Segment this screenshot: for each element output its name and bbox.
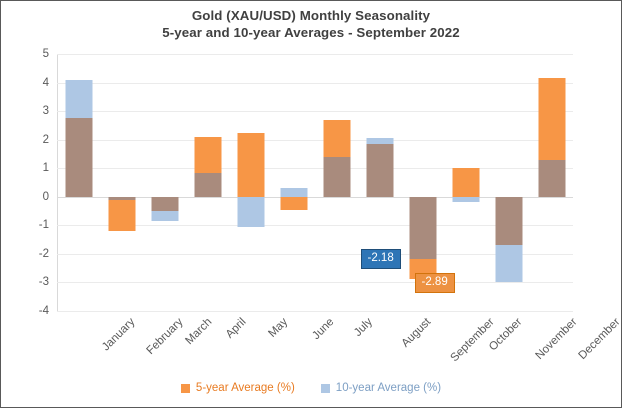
bar-slot-november[interactable] xyxy=(487,54,530,311)
bar-slot-june[interactable] xyxy=(272,54,315,311)
x-tick-may: May xyxy=(266,316,291,340)
chart-title: Gold (XAU/USD) Monthly Seasonality 5-yea… xyxy=(1,7,621,41)
bar-slot-january[interactable] xyxy=(57,54,100,311)
y-tick-2: 2 xyxy=(42,133,49,146)
bar-overlap-august[interactable] xyxy=(366,143,393,197)
y-tick-4: 4 xyxy=(42,76,49,89)
y-tick-0: 0 xyxy=(42,190,49,203)
x-tick-november: November xyxy=(533,316,580,363)
gridline-5 xyxy=(57,54,573,55)
bar-slot-february[interactable] xyxy=(100,54,143,311)
gridline--3 xyxy=(57,282,573,284)
legend-swatch-5-year xyxy=(180,383,190,393)
y-tick--4: -4 xyxy=(38,305,49,317)
x-tick-september: September xyxy=(448,316,497,365)
bar-slot-august[interactable] xyxy=(358,54,401,311)
y-axis-line xyxy=(57,54,58,311)
bar-slot-march[interactable] xyxy=(143,54,186,311)
bar-10-year-june[interactable] xyxy=(280,188,307,197)
data-label--2-89: -2.89 xyxy=(414,273,455,294)
gridline--2 xyxy=(57,253,573,255)
bar-5-year-october[interactable] xyxy=(452,168,479,197)
bar-slot-july[interactable] xyxy=(315,54,358,311)
y-tick-3: 3 xyxy=(42,105,49,118)
gridline-2 xyxy=(57,139,573,141)
gridline-4 xyxy=(57,82,573,84)
legend-swatch-10-year xyxy=(320,383,330,393)
bar-overlap-july[interactable] xyxy=(323,156,350,197)
bar-overlap-december[interactable] xyxy=(538,159,565,197)
chart-title-line2: 5-year and 10-year Averages - September … xyxy=(162,25,460,40)
legend-item-5-year[interactable]: 5-year Average (%) xyxy=(180,382,295,394)
bar-slot-may[interactable] xyxy=(229,54,272,311)
legend-label-10-year: 10-year Average (%) xyxy=(335,382,442,394)
bar-10-year-may[interactable] xyxy=(237,196,264,227)
chart-title-line1: Gold (XAU/USD) Monthly Seasonality xyxy=(191,8,431,23)
x-tick-december: December xyxy=(576,316,623,363)
data-label--2-18: -2.18 xyxy=(360,249,401,270)
gridline-1 xyxy=(57,168,573,170)
x-tick-july: July xyxy=(351,316,375,339)
bar-slot-october[interactable] xyxy=(444,54,487,311)
bar-5-year-may[interactable] xyxy=(237,132,264,197)
gridline--4 xyxy=(57,311,573,312)
x-tick-january: January xyxy=(99,316,138,354)
bar-slot-september[interactable] xyxy=(401,54,444,311)
x-tick-june: June xyxy=(310,316,337,343)
gridline-3 xyxy=(57,111,573,113)
plot-area: 5 4 3 2 1 0 -1 -2 -3 -4 January February March April… xyxy=(39,48,623,364)
bar-slot-december[interactable] xyxy=(530,54,573,311)
legend-label-5-year: 5-year Average (%) xyxy=(195,382,295,394)
gridline-0 xyxy=(57,196,573,198)
x-tick-february: February xyxy=(144,316,186,358)
bar-slot-april[interactable] xyxy=(186,54,229,311)
bar-overlap-september[interactable] xyxy=(409,196,436,260)
x-tick-march: March xyxy=(183,316,215,348)
gridline--1 xyxy=(57,225,573,227)
bar-overlap-april[interactable] xyxy=(194,172,221,197)
bar-overlap-january[interactable] xyxy=(65,118,92,197)
bar-10-year-october[interactable] xyxy=(452,196,479,203)
bar-overlap-march[interactable] xyxy=(151,196,178,212)
bar-overlap-november[interactable] xyxy=(495,196,522,246)
y-tick--1: -1 xyxy=(38,219,49,232)
x-tick-april: April xyxy=(223,316,249,341)
x-tick-august: August xyxy=(399,316,434,350)
y-tick-5: 5 xyxy=(42,48,49,60)
y-tick--3: -3 xyxy=(38,276,49,289)
bar-5-year-february[interactable] xyxy=(108,196,135,232)
bar-5-year-june[interactable] xyxy=(280,196,307,210)
chart-legend: 5-year Average (%) 10-year Average (%) xyxy=(1,382,621,394)
y-tick--2: -2 xyxy=(38,247,49,260)
bar-overlap-february[interactable] xyxy=(108,196,135,201)
legend-item-10-year[interactable]: 10-year Average (%) xyxy=(320,382,442,394)
y-tick-1: 1 xyxy=(42,162,49,175)
